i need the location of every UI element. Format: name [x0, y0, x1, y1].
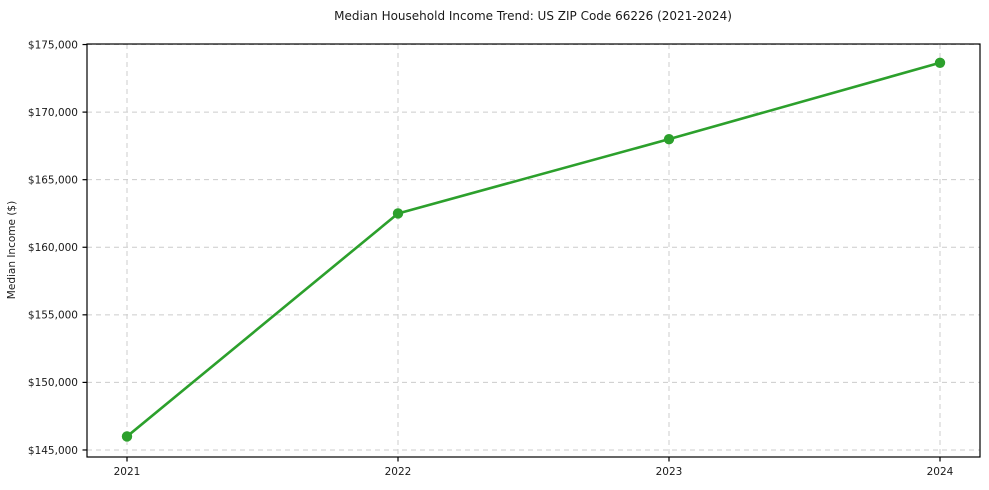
data-point-marker	[392, 208, 404, 219]
y-tick-label: $155,000	[28, 310, 78, 322]
y-tick-label: $165,000	[28, 174, 78, 186]
y-tick-label: $160,000	[28, 242, 78, 254]
y-axis-label: Median Income ($)	[6, 201, 18, 299]
trend-line	[125, 61, 942, 438]
x-tick-label: 2023	[656, 466, 683, 478]
data-point-marker	[934, 57, 946, 68]
data-point-marker	[663, 133, 675, 145]
plot-border	[86, 43, 981, 458]
y-tick-label: $145,000	[28, 445, 78, 457]
y-tick-label: $170,000	[28, 107, 78, 119]
y-tick-label: $150,000	[28, 377, 78, 389]
data-point-marker	[121, 431, 133, 442]
series-layer	[121, 57, 946, 442]
x-tick-label: 2021	[114, 466, 141, 478]
plot-border-rect	[86, 43, 981, 458]
x-tick-label: 2024	[927, 466, 954, 478]
grid-layer	[87, 44, 980, 457]
y-tick-label: $175,000	[28, 39, 78, 51]
x-tick-label: 2022	[385, 466, 412, 478]
tick-layer: $145,000 $150,000 $155,000 $160,000 $165,000…	[28, 39, 954, 478]
chart-title: Median Household Income Trend: US ZIP Co…	[334, 9, 732, 23]
